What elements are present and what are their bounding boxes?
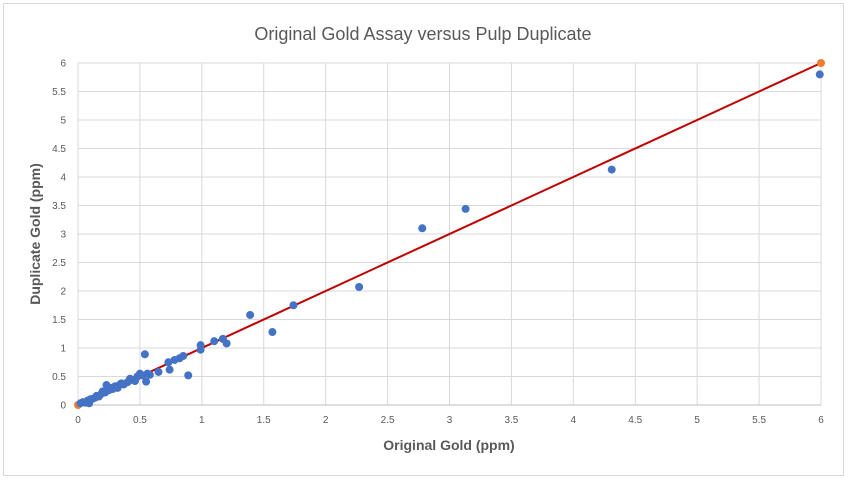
data-point [154, 367, 163, 376]
data-point [184, 371, 193, 380]
y-tick-label: 2.5 [52, 258, 66, 269]
y-tick-label: 1 [60, 344, 66, 355]
data-point [164, 358, 173, 367]
data-point [196, 341, 205, 350]
tick-labels: 0 0.5 1 1.5 2 2.5 3 3.5 4 4.5 5 5.5 6 0 0.5 1 1.5 2 2.5 3 3.… [52, 59, 824, 427]
data-point [289, 301, 298, 310]
chart-title: Original Gold Assay versus Pulp Duplicat… [254, 24, 591, 44]
gridlines [77, 62, 822, 406]
y-tick-label: 5.5 [52, 87, 66, 98]
data-point [815, 70, 824, 79]
data-point [210, 337, 219, 346]
y-tick-label: 1.5 [52, 315, 66, 326]
data-point [179, 351, 188, 360]
data-point [355, 283, 364, 292]
chart-area [3, 3, 844, 476]
x-axis-title: Original Gold (ppm) [383, 437, 514, 453]
x-tick-label: 4 [571, 415, 577, 426]
line-endpoint-marker [817, 59, 825, 67]
x-tick-label: 1.5 [257, 415, 271, 426]
data-point [607, 165, 616, 174]
y-tick-label: 6 [60, 59, 66, 70]
x-tick-label: 3 [447, 415, 453, 426]
data-point [246, 310, 255, 319]
y-tick-label: 3.5 [52, 201, 66, 212]
data-point [142, 377, 151, 386]
x-tick-label: 5 [694, 415, 700, 426]
y-axis-title: Duplicate Gold (ppm) [27, 163, 43, 305]
y-tick-label: 3 [60, 230, 66, 241]
data-point [461, 204, 470, 213]
data-point [140, 350, 149, 359]
x-tick-label: 2 [323, 415, 329, 426]
y-tick-label: 0 [60, 401, 66, 412]
x-tick-label: 2.5 [381, 415, 395, 426]
x-tick-label: 0 [75, 415, 81, 426]
data-point [418, 224, 427, 233]
x-tick-label: 5.5 [752, 415, 766, 426]
x-tick-label: 3.5 [504, 415, 518, 426]
data-point [222, 339, 231, 348]
x-tick-label: 4.5 [628, 415, 642, 426]
y-tick-label: 5 [60, 116, 66, 127]
x-tick-label: 6 [818, 415, 824, 426]
data-point [145, 370, 154, 379]
x-tick-label: 0.5 [133, 415, 147, 426]
data-point [268, 328, 277, 337]
data-point [165, 365, 174, 374]
y-tick-label: 2 [60, 287, 66, 298]
data-points [76, 70, 824, 408]
x-tick-label: 1 [199, 415, 205, 426]
y-tick-label: 0.5 [52, 372, 66, 383]
y-tick-label: 4.5 [52, 144, 66, 155]
y-tick-label: 4 [60, 173, 66, 184]
